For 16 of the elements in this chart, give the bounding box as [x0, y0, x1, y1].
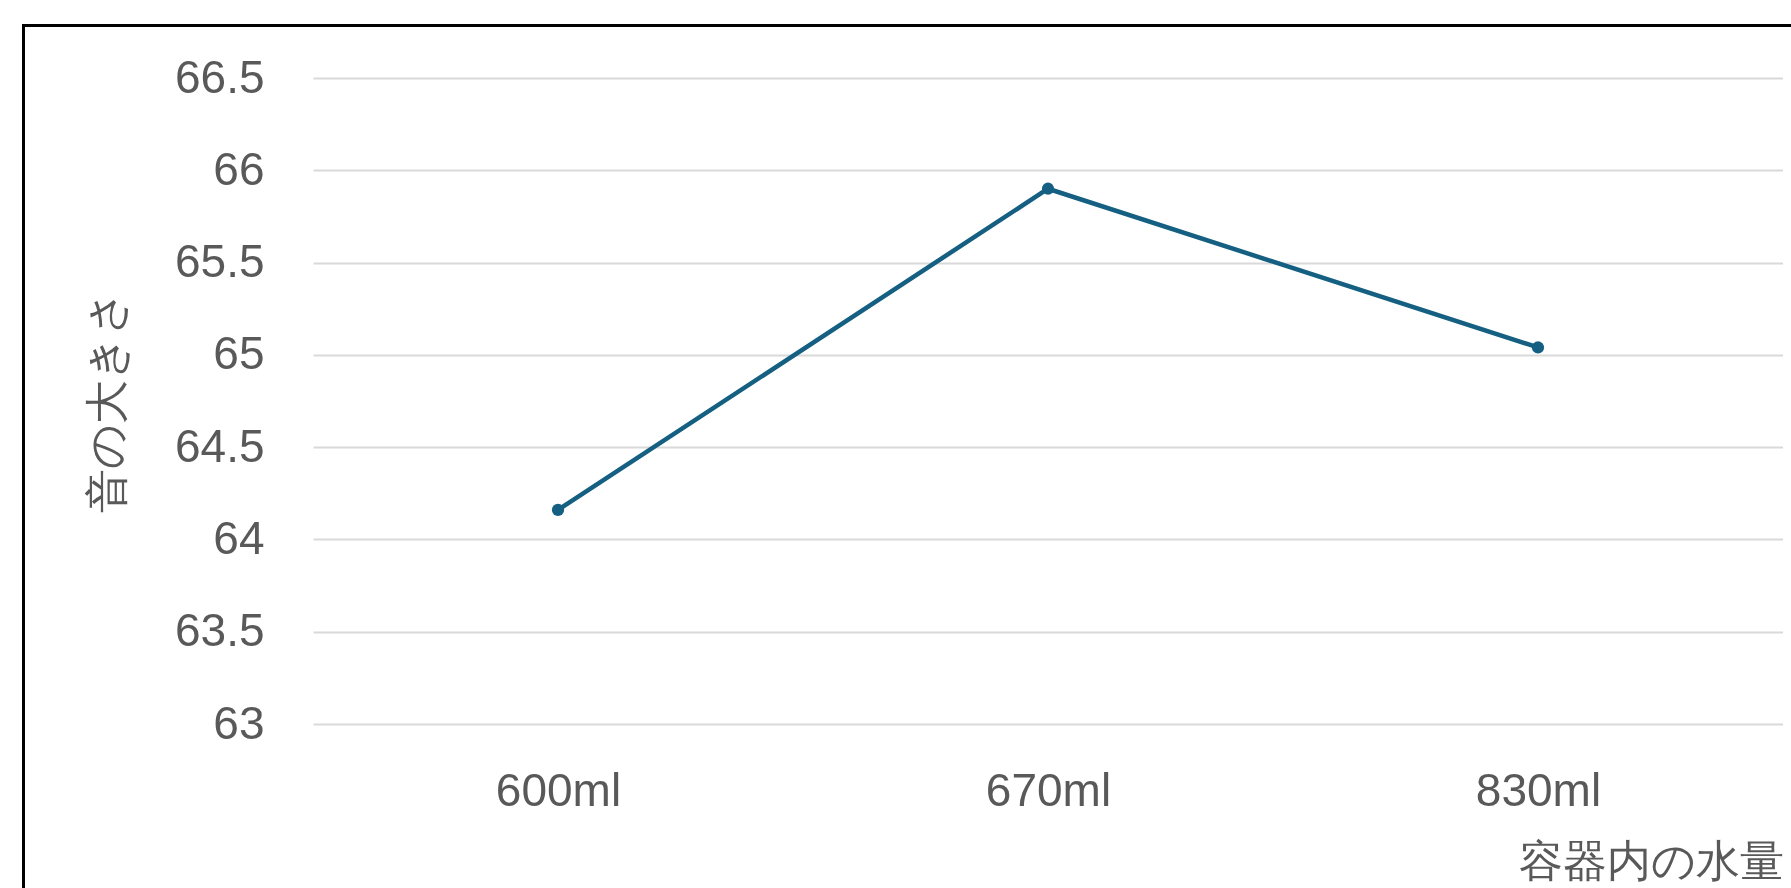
- y-tick-label: 63: [213, 696, 265, 749]
- y-axis-title: 音の大きさ: [81, 290, 131, 513]
- x-axis-title: 容器内の水量: [1518, 835, 1784, 885]
- point: [1531, 341, 1545, 354]
- y-tick-label: 63.5: [174, 604, 265, 657]
- y-tick-label: 64: [213, 511, 265, 564]
- point: [551, 503, 565, 517]
- y-tick-label: 65.5: [174, 235, 265, 288]
- y-tick-label: 64.5: [174, 419, 265, 472]
- x-tick-label: 830ml: [1475, 763, 1602, 816]
- point: [1041, 182, 1055, 195]
- x-tick-label: 600ml: [495, 763, 622, 816]
- y-tick-label: 66.5: [174, 50, 265, 103]
- y-tick-label: 66: [213, 142, 265, 195]
- y-tick-label: 65: [213, 327, 265, 380]
- x-tick-label: 670ml: [985, 763, 1112, 816]
